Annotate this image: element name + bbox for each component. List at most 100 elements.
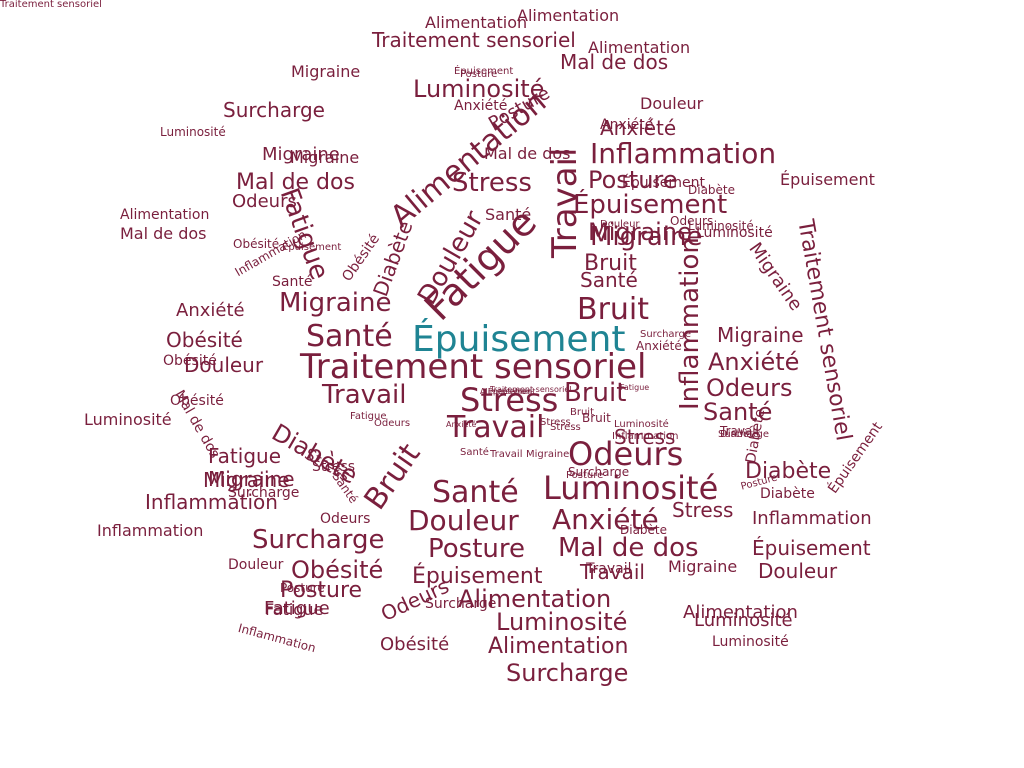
cloud-word: Migraine (668, 557, 738, 576)
cloud-word: Stress (312, 459, 356, 475)
cloud-word: Anxiété (708, 348, 800, 376)
cloud-word: Surcharge (228, 485, 300, 501)
cloud-word: Bruit (582, 411, 611, 425)
cloud-word: Migraine (203, 468, 290, 492)
cloud-word: Obésité (166, 328, 243, 352)
cloud-word: Traitement sensoriel (490, 385, 572, 394)
cloud-word: Migraine (590, 222, 703, 252)
cloud-word: Diabète (620, 523, 668, 537)
cloud-word: Surcharge (223, 98, 325, 122)
cloud-word: Santé (306, 319, 393, 354)
cloud-word: Luminosité (614, 419, 669, 430)
cloud-word: Alimentation (480, 387, 532, 396)
cloud-word: Odeurs (568, 435, 684, 473)
cloud-word: Anxiété (600, 117, 654, 133)
cloud-word: Douleur (228, 557, 284, 573)
cloud-word: Diabète (745, 459, 832, 484)
cloud-word: Fatigue (264, 598, 330, 619)
cloud-word: Migraine (279, 288, 392, 318)
cloud-word: Posture (280, 581, 325, 595)
cloud-word: Anxiété (176, 300, 245, 321)
cloud-word: Migraine (291, 62, 361, 81)
cloud-word: Migraine (588, 218, 692, 246)
cloud-word: Migraine (744, 238, 807, 315)
cloud-word: Posture (566, 470, 604, 481)
cloud-word: Alimentation (120, 207, 210, 223)
cloud-word: Douleur (640, 94, 704, 113)
cloud-word: Travail (447, 410, 545, 445)
cloud-word: Alimentation (425, 13, 528, 32)
cloud-word: Mal de dos (236, 170, 355, 195)
cloud-word: Travail (490, 449, 523, 460)
cloud-word: Inflammation (590, 137, 777, 170)
cloud-word: Santé (703, 398, 773, 426)
cloud-word: Épuisement (752, 536, 871, 560)
cloud-word: Posture (280, 578, 363, 603)
cloud-word: Surcharge (252, 525, 385, 555)
cloud-word: Fatigue (265, 600, 324, 619)
cloud-word: Diabète (760, 486, 815, 502)
cloud-word: Fatigue (208, 444, 281, 468)
cloud-word: Traitement sensoriel (372, 28, 576, 52)
cloud-word: Douleur (408, 504, 519, 537)
cloud-word: Migraine (290, 148, 360, 167)
cloud-word: Alimentation (458, 585, 612, 613)
cloud-word: Migraine (208, 467, 295, 491)
cloud-word: Obésité (233, 237, 280, 251)
cloud-word: Mal de dos (120, 224, 207, 243)
cloud-word: Alimentation (683, 602, 798, 623)
cloud-word: Inflammation (97, 521, 204, 540)
cloud-word: Anxiété (636, 339, 682, 353)
cloud-word: Mal de dos (558, 533, 699, 563)
cloud-word: Bruit (564, 378, 627, 408)
cloud-word: Stress (550, 422, 581, 433)
cloud-word: Santé (485, 205, 532, 224)
cloud-word: Luminosité (160, 125, 226, 139)
cloud-word: Inflammation (236, 621, 318, 656)
cloud-word: Surcharge (640, 329, 691, 340)
cloud-word: Épuisement (780, 170, 875, 189)
cloud-word: Fatigue (620, 383, 650, 392)
cloud-word: Anxiété (600, 116, 677, 140)
cloud-word: Épuisement (573, 190, 728, 220)
cloud-word: Surcharge (718, 429, 769, 440)
cloud-word: Migraine (526, 449, 570, 460)
cloud-word: Épuisement (488, 387, 536, 396)
cloud-word: Luminosité (712, 634, 789, 650)
cloud-word: Posture (588, 166, 678, 194)
cloud-word: Santé (580, 268, 638, 292)
cloud-word: Douleur (600, 219, 640, 230)
cloud-word: Mal de dos (484, 144, 571, 163)
cloud-word: Inflammation (675, 237, 705, 410)
cloud-word: Luminosité (84, 410, 172, 429)
cloud-word: Inflammation (145, 490, 278, 514)
cloud-word: Épuisement (412, 564, 543, 589)
cloud-word: Obésité (380, 634, 450, 655)
cloud-word: Surcharge (425, 596, 497, 612)
cloud-word: Surcharge (506, 659, 629, 687)
cloud-word: Surcharge (568, 465, 630, 479)
cloud-word: Obésité (291, 556, 384, 584)
cloud-word: Stress (672, 498, 734, 522)
cloud-word: Travail (580, 560, 645, 584)
cloud-word: Stress (452, 168, 532, 198)
cloud-word: Santé (460, 447, 489, 458)
cloud-word: Fatigue (350, 411, 387, 422)
cloud-word: Alimentation (488, 634, 629, 659)
cloud-word: Épuisement (622, 175, 706, 191)
cloud-word: Diabète (688, 183, 736, 197)
cloud-word: Stress (460, 381, 559, 419)
cloud-word: Santé (272, 274, 313, 290)
cloud-word: Posture (428, 534, 525, 564)
cloud-word: Luminosité (694, 610, 793, 631)
cloud-word: Épuisement (454, 66, 514, 77)
cloud-word: Traitement sensoriel (0, 0, 102, 10)
cloud-word: Odeurs (232, 191, 297, 212)
cloud-word: Inflammation (752, 508, 872, 529)
cloud-word: Alimentation (517, 6, 620, 25)
cloud-word: Luminosité (543, 469, 719, 507)
cloud-word: Bruit (570, 407, 595, 418)
cloud-word: Luminosité (413, 75, 545, 103)
cloud-word: Anxiété (552, 503, 659, 536)
